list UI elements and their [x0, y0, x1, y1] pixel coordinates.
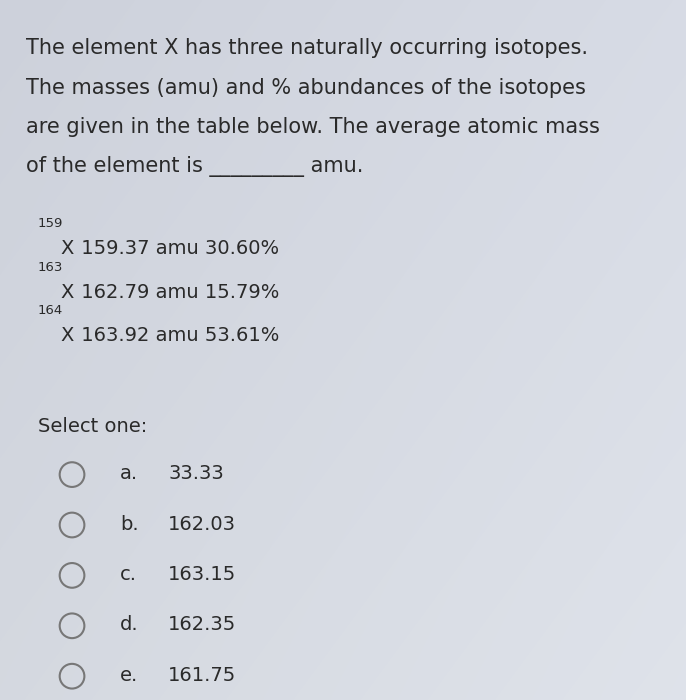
Text: of the element is _________ amu.: of the element is _________ amu.: [26, 156, 364, 177]
Text: 163.15: 163.15: [168, 565, 236, 584]
Text: d.: d.: [120, 615, 139, 634]
Text: 163: 163: [38, 260, 63, 274]
Text: X: X: [60, 239, 73, 258]
Text: 164: 164: [38, 304, 63, 317]
Text: 162.03: 162.03: [168, 514, 236, 533]
Text: 33.33: 33.33: [168, 464, 224, 483]
Text: c.: c.: [120, 565, 137, 584]
Text: 159: 159: [38, 217, 63, 230]
Text: The element X has three naturally occurring isotopes.: The element X has three naturally occurr…: [26, 38, 588, 59]
Text: 162.79 amu 15.79%: 162.79 amu 15.79%: [75, 283, 280, 302]
Text: X: X: [60, 283, 73, 302]
Text: a.: a.: [120, 464, 138, 483]
Text: are given in the table below. The average atomic mass: are given in the table below. The averag…: [26, 117, 600, 137]
Text: Select one:: Select one:: [38, 416, 147, 435]
Text: b.: b.: [120, 514, 139, 533]
Text: 161.75: 161.75: [168, 666, 236, 685]
Text: 159.37 amu 30.60%: 159.37 amu 30.60%: [75, 239, 280, 258]
Text: X: X: [60, 326, 73, 345]
Text: 162.35: 162.35: [168, 615, 236, 634]
Text: e.: e.: [120, 666, 139, 685]
Text: The masses (amu) and % abundances of the isotopes: The masses (amu) and % abundances of the…: [26, 78, 586, 98]
Text: 163.92 amu 53.61%: 163.92 amu 53.61%: [75, 326, 280, 345]
